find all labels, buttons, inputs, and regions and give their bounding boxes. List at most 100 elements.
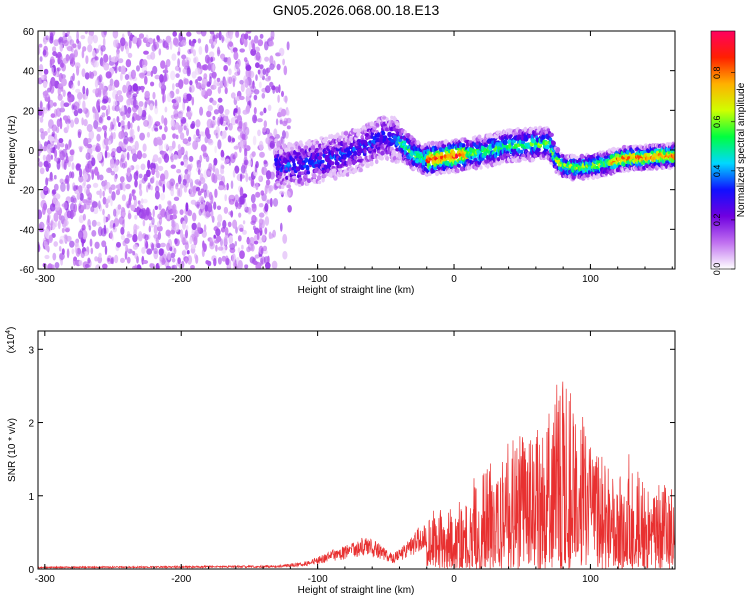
heatmap-cell [84, 72, 90, 80]
heatmap-cell [125, 109, 131, 118]
heatmap-cell [183, 78, 189, 85]
heatmap-cell [455, 153, 459, 159]
heatmap-cell [585, 173, 591, 178]
heatmap-cell [517, 149, 521, 154]
heatmap-cell [221, 34, 224, 44]
heatmap-cell [67, 94, 73, 103]
heatmap-cell [329, 134, 334, 139]
heatmap-cell [139, 188, 143, 197]
heatmap-cell [266, 199, 272, 204]
heatmap-cell [233, 108, 238, 113]
heatmap-cell [188, 155, 194, 162]
heatmap-cell [198, 180, 202, 187]
heatmap-cell [158, 204, 162, 211]
heatmap-cell [340, 131, 345, 137]
heatmap-cell [121, 151, 127, 159]
heatmap-cell [127, 52, 133, 59]
heatmap-cell [197, 38, 202, 44]
heatmap-cell [219, 80, 224, 89]
heatmap-cell [94, 166, 99, 176]
heatmap-cell [177, 257, 181, 265]
heatmap-cell [263, 120, 267, 128]
heatmap-cell [106, 116, 111, 121]
heatmap-cell [223, 236, 228, 246]
heatmap-cell [55, 193, 61, 200]
heatmap-cell [43, 160, 49, 168]
heatmap-cell [239, 173, 243, 182]
heatmap-cell [274, 157, 278, 162]
heatmap-cell [214, 168, 220, 177]
heatmap-cell [60, 258, 63, 266]
heatmap-cell [140, 213, 146, 219]
heatmap-cell [267, 255, 270, 264]
heatmap-cell [123, 135, 129, 145]
heatmap-cell [167, 230, 171, 239]
heatmap-cell [146, 131, 150, 138]
heatmap-cell [317, 155, 323, 161]
heatmap-cell [85, 55, 89, 65]
heatmap-cell [55, 200, 61, 211]
heatmap-cell [50, 113, 56, 118]
heatmap-cell [154, 74, 161, 80]
heatmap-cell [133, 98, 137, 108]
heatmap-cell [286, 184, 292, 189]
heatmap-cell [132, 195, 137, 201]
heatmap-cell [138, 173, 143, 179]
heatmap-cell [385, 117, 389, 122]
heatmap-cell [220, 156, 226, 161]
heatmap-cell [197, 190, 202, 196]
heatmap-cell [86, 188, 90, 197]
heatmap-cell [59, 62, 65, 68]
heatmap-cell [238, 195, 245, 205]
heatmap-cell [228, 41, 234, 47]
heatmap-cell [300, 171, 305, 175]
heatmap-cell [107, 104, 111, 115]
heatmap-cell [89, 71, 92, 79]
heatmap-cell [195, 119, 201, 128]
heatmap-cell [62, 89, 66, 98]
heatmap-cell [85, 142, 89, 149]
heatmap-cell [45, 264, 48, 269]
heatmap-cell [597, 160, 601, 164]
heatmap-cell [199, 106, 204, 116]
heatmap-cell [120, 257, 125, 264]
heatmap-cell [446, 153, 451, 159]
heatmap-cell [77, 80, 81, 87]
heatmap-cell [179, 132, 185, 141]
heatmap-cell [169, 246, 173, 252]
heatmap-cell [152, 65, 158, 75]
heatmap-cell [152, 91, 156, 100]
heatmap-cell [369, 160, 374, 167]
heatmap-cell [245, 172, 249, 183]
heatmap-cell [204, 54, 210, 64]
heatmap-cell [59, 235, 65, 245]
heatmap-cell [142, 153, 147, 159]
heatmap-cell [39, 167, 45, 175]
heatmap-cell [113, 208, 117, 217]
heatmap-cell [77, 91, 83, 100]
heatmap-cell [41, 74, 45, 81]
heatmap-cell [89, 238, 93, 247]
heatmap-cell [50, 154, 53, 160]
heatmap-cell [122, 240, 127, 247]
heatmap-cell [116, 208, 121, 215]
heatmap-cell [177, 144, 181, 150]
heatmap-cell [77, 108, 83, 114]
heatmap-cell [169, 178, 176, 187]
heatmap-cell [105, 198, 111, 204]
heatmap-cell [193, 57, 197, 64]
heatmap-cell [503, 140, 508, 146]
heatmap-cell [199, 196, 205, 203]
heatmap-cell [77, 40, 82, 50]
heatmap-cell [56, 141, 61, 150]
heatmap-cell [311, 173, 317, 179]
heatmap-cell [139, 132, 146, 141]
heatmap-cell [145, 41, 151, 48]
heatmap-cell [247, 206, 251, 214]
heatmap-cell [143, 50, 149, 55]
heatmap-cell [213, 41, 216, 46]
heatmap-cell [138, 101, 144, 107]
heatmap-cell [112, 31, 119, 39]
heatmap-cell [217, 257, 222, 265]
heatmap-cell [267, 75, 271, 80]
